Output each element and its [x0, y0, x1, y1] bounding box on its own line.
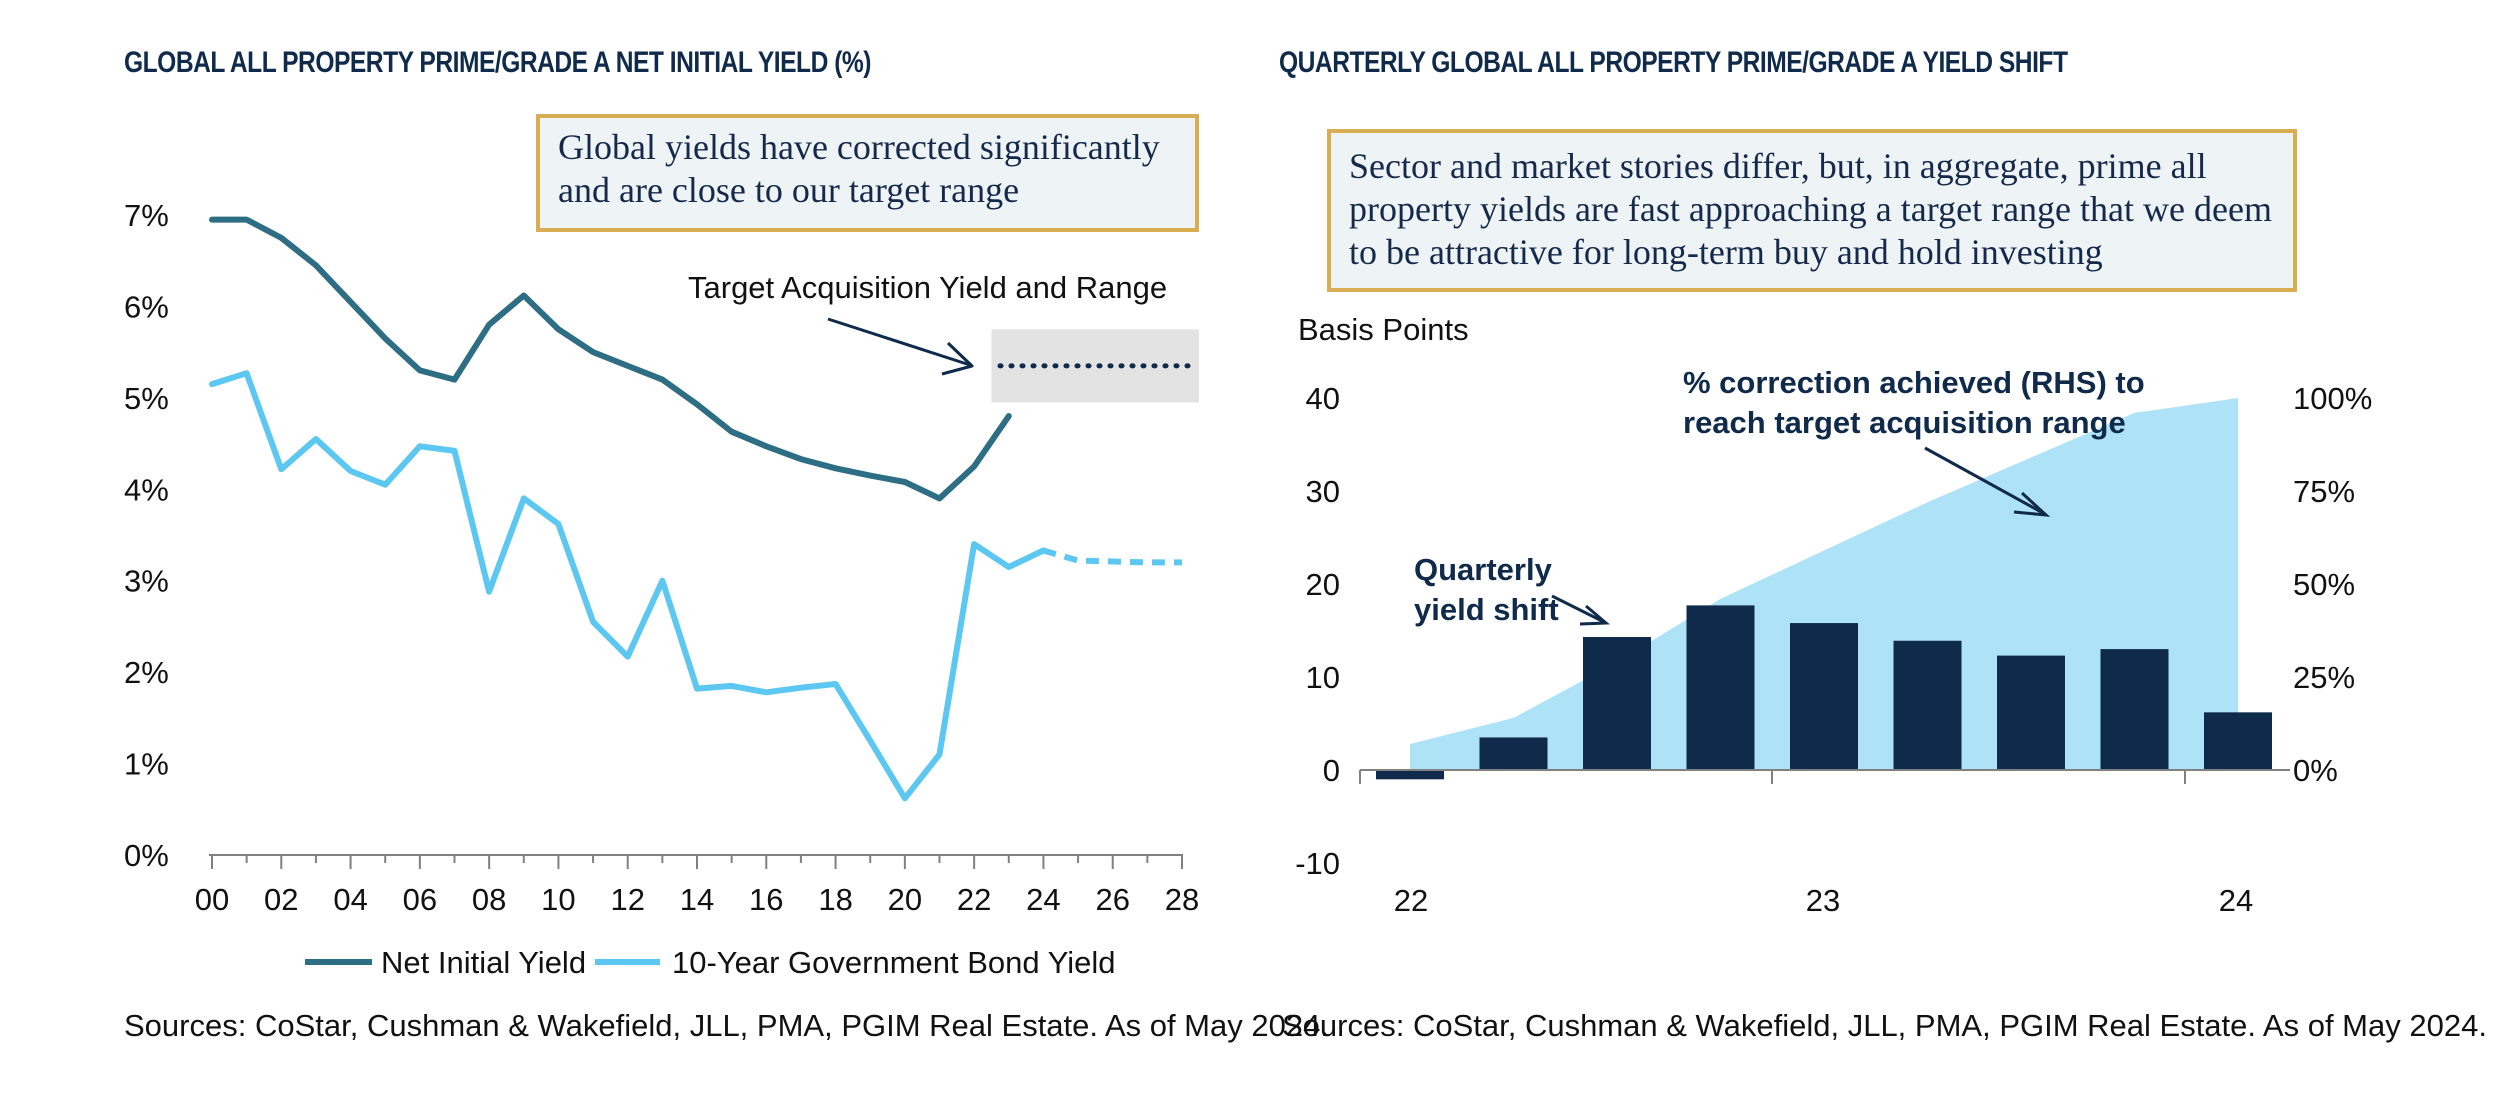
left-chart-title: GLOBAL ALL PROPERTY PRIME/GRADE A NET IN…: [124, 46, 871, 79]
left-x-tick-label: 08: [472, 882, 506, 917]
annotation-correction-achieved-line2: reach target acquisition range: [1683, 405, 2126, 440]
yield-shift-bar: [1376, 770, 1444, 780]
yield-shift-bar: [1893, 640, 1962, 770]
left-callout: Global yields have corrected significant…: [536, 114, 1199, 232]
right-y-axis-title: Basis Points: [1298, 312, 1469, 347]
right-x-tick-label: 24: [2219, 883, 2253, 918]
yield-shift-bar: [2204, 712, 2272, 770]
left-y-tick-label: 3%: [124, 564, 169, 599]
yield-shift-bar: [2100, 649, 2169, 770]
left-x-tick-label: 26: [1095, 882, 1129, 917]
right-y-tick-label: 30: [1306, 474, 1340, 509]
right-y-tick-label: 0: [1323, 753, 1340, 788]
target-annotation-arrowhead: [941, 341, 974, 376]
left-x-tick-label: 06: [403, 882, 437, 917]
left-x-tick-label: 24: [1026, 882, 1060, 917]
right-y-tick-label: 10: [1306, 660, 1340, 695]
left-y-tick-label: 1%: [124, 747, 169, 782]
left-y-tick-label: 7%: [124, 198, 169, 233]
yield-shift-bar: [1997, 655, 2065, 770]
yield-shift-annotation-arrowhead: [1579, 604, 1610, 626]
left-y-tick-label: 5%: [124, 381, 169, 416]
right-y-tick-label: 40: [1306, 381, 1340, 416]
right-y2-tick-label: 25%: [2293, 660, 2355, 695]
left-x-tick-label: 00: [195, 882, 229, 917]
right-y-tick-label: -10: [1295, 846, 1340, 881]
correction-annotation-arrowhead: [2013, 491, 2051, 517]
left-y-tick-label: 4%: [124, 472, 169, 507]
yield-shift-bar: [1479, 737, 1548, 770]
left-x-tick-label: 14: [680, 882, 714, 917]
right-source-note: Sources: CoStar, Cushman & Wakefield, JL…: [1282, 1008, 2487, 1043]
right-x-tick-label: 23: [1806, 883, 1840, 918]
target-annotation-arrow: [827, 317, 971, 367]
right-x-tick-label: 22: [1394, 883, 1428, 918]
left-x-tick-label: 20: [888, 882, 922, 917]
legend-label-net-initial-yield: Net Initial Yield: [381, 945, 586, 980]
right-y-tick-label: 20: [1306, 567, 1340, 602]
government-bond-yield-line: [209, 370, 1047, 802]
left-x-tick-label: 22: [957, 882, 991, 917]
left-x-tick-label: 28: [1165, 882, 1199, 917]
annotation-correction-achieved-line1: % correction achieved (RHS) to: [1683, 365, 2145, 400]
right-callout: Sector and market stories differ, but, i…: [1327, 129, 2297, 292]
left-x-tick-label: 10: [541, 882, 575, 917]
yield-shift-bar: [1583, 637, 1651, 770]
right-y2-tick-label: 0%: [2293, 753, 2338, 788]
left-y-tick-label: 0%: [124, 838, 169, 873]
correction-annotation-arrow: [1924, 446, 2044, 515]
right-y2-tick-label: 50%: [2293, 567, 2355, 602]
annotation-quarterly-yield-shift-line1: Quarterly: [1414, 552, 1553, 587]
yield-shift-annotation-arrow: [1551, 594, 1605, 624]
yield-shift-bar: [1686, 605, 1755, 770]
right-y2-tick-label: 75%: [2293, 474, 2355, 509]
left-y-tick-label: 6%: [124, 289, 169, 324]
left-x-tick-label: 04: [333, 882, 367, 917]
target-acquisition-annotation: Target Acquisition Yield and Range: [688, 270, 1167, 305]
legend-label-government-bond-yield: 10-Year Government Bond Yield: [672, 945, 1115, 980]
left-x-tick-label: 18: [818, 882, 852, 917]
yield-shift-bar: [1790, 623, 1858, 770]
left-x-tick-label: 12: [610, 882, 644, 917]
right-y2-tick-label: 100%: [2293, 381, 2372, 416]
left-source-note: Sources: CoStar, Cushman & Wakefield, JL…: [124, 1008, 1329, 1043]
net-initial-yield-line: [209, 216, 1012, 502]
right-chart-title: QUARTERLY GLOBAL ALL PROPERTY PRIME/GRAD…: [1279, 46, 2068, 79]
left-x-tick-label: 02: [264, 882, 298, 917]
government-bond-yield-forecast-line: [1042, 547, 1182, 566]
left-y-tick-label: 2%: [124, 655, 169, 690]
annotation-quarterly-yield-shift-line2: yield shift: [1414, 592, 1559, 627]
left-x-tick-label: 16: [749, 882, 783, 917]
